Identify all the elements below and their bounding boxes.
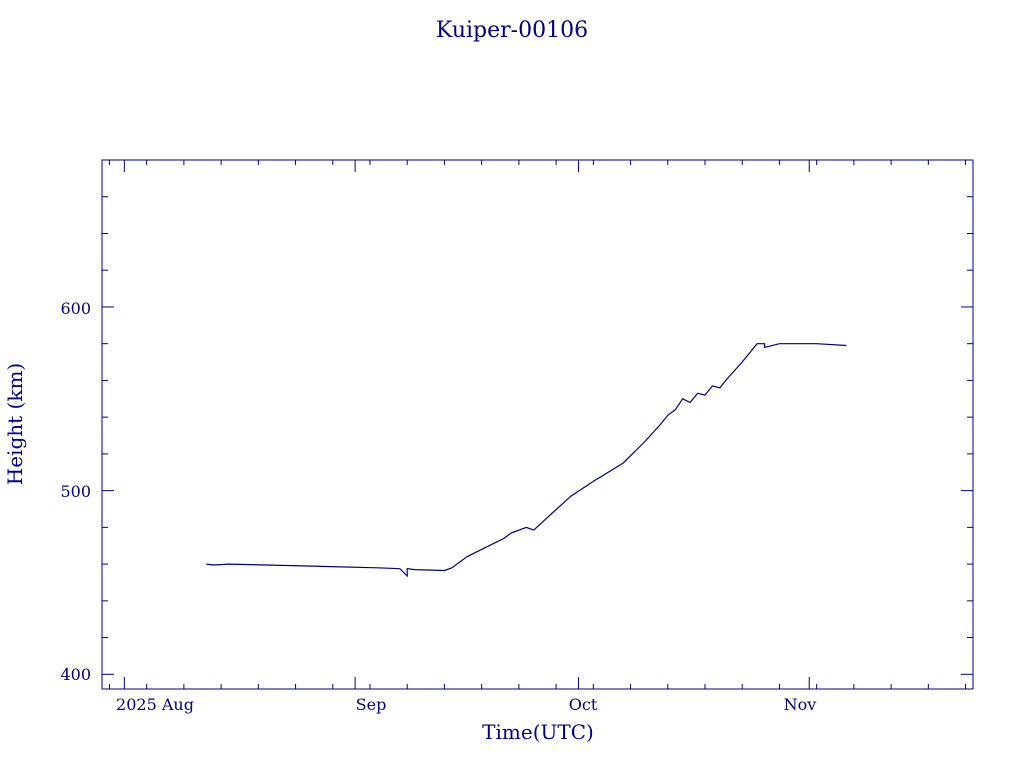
x-tick-label-aug: 2025 Aug (116, 695, 194, 714)
y-tick-label-500: 500 (60, 482, 91, 501)
height-series-line (206, 343, 847, 578)
y-tick-label-400: 400 (60, 665, 91, 684)
y-axis-label: Height (km) (3, 363, 27, 485)
x-tick-label-nov: Nov (784, 695, 817, 714)
plot-frame (101, 159, 974, 690)
y-tick-label-600: 600 (60, 299, 91, 318)
chart-title: Kuiper-00106 (436, 18, 588, 43)
x-tick-label-oct: Oct (569, 695, 598, 714)
x-axis-label: Time(UTC) (482, 720, 594, 744)
x-tick-label-sep: Sep (356, 695, 387, 714)
axis-ticks (102, 159, 973, 689)
